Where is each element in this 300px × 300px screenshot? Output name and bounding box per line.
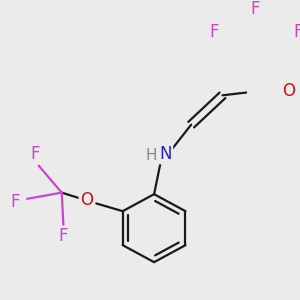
Text: F: F — [10, 193, 20, 211]
Text: H: H — [145, 148, 157, 163]
Text: O: O — [80, 191, 93, 209]
Text: F: F — [251, 0, 260, 18]
Text: F: F — [293, 23, 300, 41]
Text: F: F — [209, 23, 219, 41]
Text: N: N — [159, 145, 172, 163]
Text: F: F — [58, 227, 68, 245]
Text: F: F — [31, 145, 40, 163]
Text: O: O — [282, 82, 295, 100]
